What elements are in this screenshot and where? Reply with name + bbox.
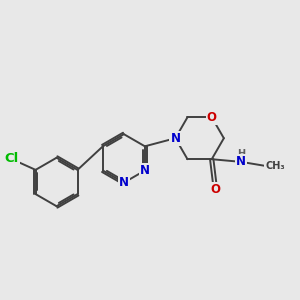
Text: N: N (140, 164, 150, 177)
Text: O: O (207, 111, 217, 124)
Text: O: O (210, 183, 220, 196)
Text: N: N (170, 132, 180, 145)
Text: N: N (236, 155, 246, 168)
Text: Cl: Cl (4, 152, 19, 165)
Text: H: H (237, 149, 245, 160)
Text: CH₃: CH₃ (265, 161, 285, 171)
Text: N: N (119, 176, 129, 189)
